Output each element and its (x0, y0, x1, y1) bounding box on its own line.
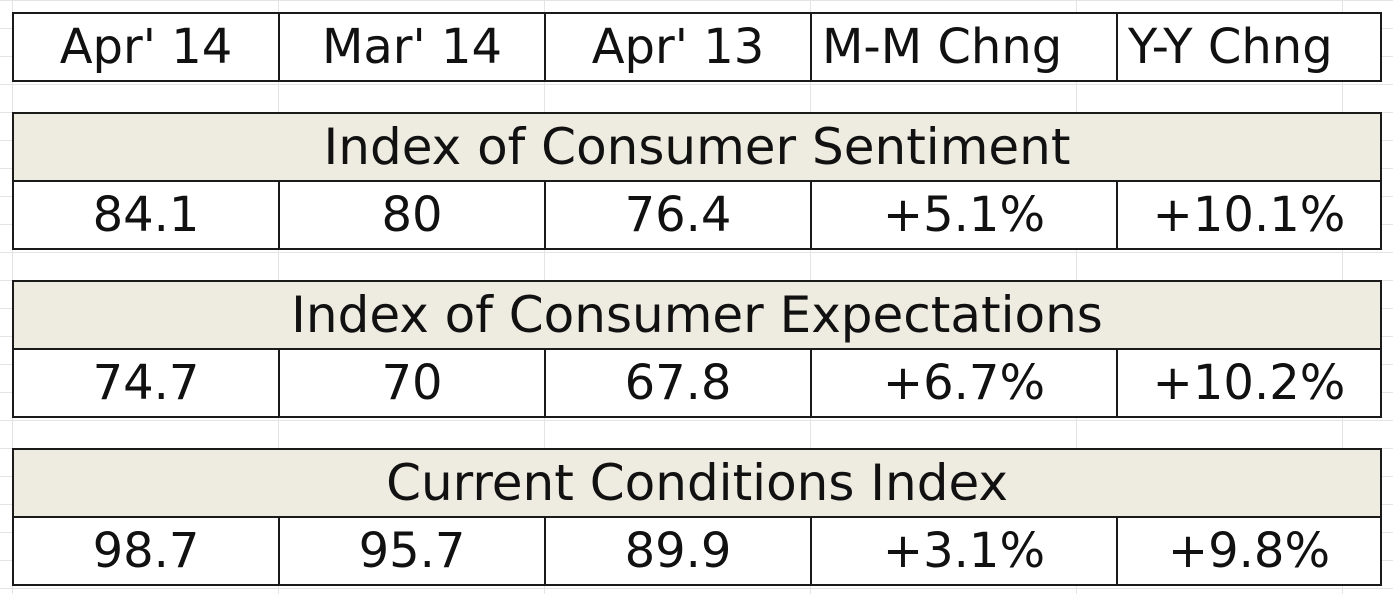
values-row-consumer-sentiment: 84.1 80 76.4 +5.1% +10.1% (12, 182, 1382, 250)
header-cell-mar-14[interactable]: Mar' 14 (278, 12, 544, 82)
value-cell[interactable]: 89.9 (544, 518, 810, 586)
value-cell[interactable]: 74.7 (12, 350, 278, 418)
value-cell[interactable]: 95.7 (278, 518, 544, 586)
value-cell[interactable]: 70 (278, 350, 544, 418)
spacer-row (12, 250, 1382, 280)
value-cell[interactable]: +5.1% (810, 182, 1116, 250)
value-cell[interactable]: 84.1 (12, 182, 278, 250)
section-title-current-conditions[interactable]: Current Conditions Index (12, 448, 1382, 518)
value-cell[interactable]: +10.1% (1116, 182, 1382, 250)
value-cell[interactable]: 67.8 (544, 350, 810, 418)
consumer-sentiment-table: Apr' 14 Mar' 14 Apr' 13 M-M Chng Y-Y Chn… (12, 12, 1382, 586)
value-cell[interactable]: +6.7% (810, 350, 1116, 418)
section-title-consumer-expectations[interactable]: Index of Consumer Expectations (12, 280, 1382, 350)
value-cell[interactable]: 76.4 (544, 182, 810, 250)
section-title-consumer-sentiment[interactable]: Index of Consumer Sentiment (12, 112, 1382, 182)
spacer-row (12, 82, 1382, 112)
value-cell[interactable]: +3.1% (810, 518, 1116, 586)
header-cell-m-m-chng[interactable]: M-M Chng (810, 12, 1116, 82)
value-cell[interactable]: +10.2% (1116, 350, 1382, 418)
header-cell-apr-14[interactable]: Apr' 14 (12, 12, 278, 82)
header-row: Apr' 14 Mar' 14 Apr' 13 M-M Chng Y-Y Chn… (12, 12, 1382, 82)
spacer-row (12, 418, 1382, 448)
value-cell[interactable]: 98.7 (12, 518, 278, 586)
values-row-current-conditions: 98.7 95.7 89.9 +3.1% +9.8% (12, 518, 1382, 586)
header-cell-y-y-chng[interactable]: Y-Y Chng (1116, 12, 1382, 82)
value-cell[interactable]: +9.8% (1116, 518, 1382, 586)
header-cell-apr-13[interactable]: Apr' 13 (544, 12, 810, 82)
values-row-consumer-expectations: 74.7 70 67.8 +6.7% +10.2% (12, 350, 1382, 418)
value-cell[interactable]: 80 (278, 182, 544, 250)
